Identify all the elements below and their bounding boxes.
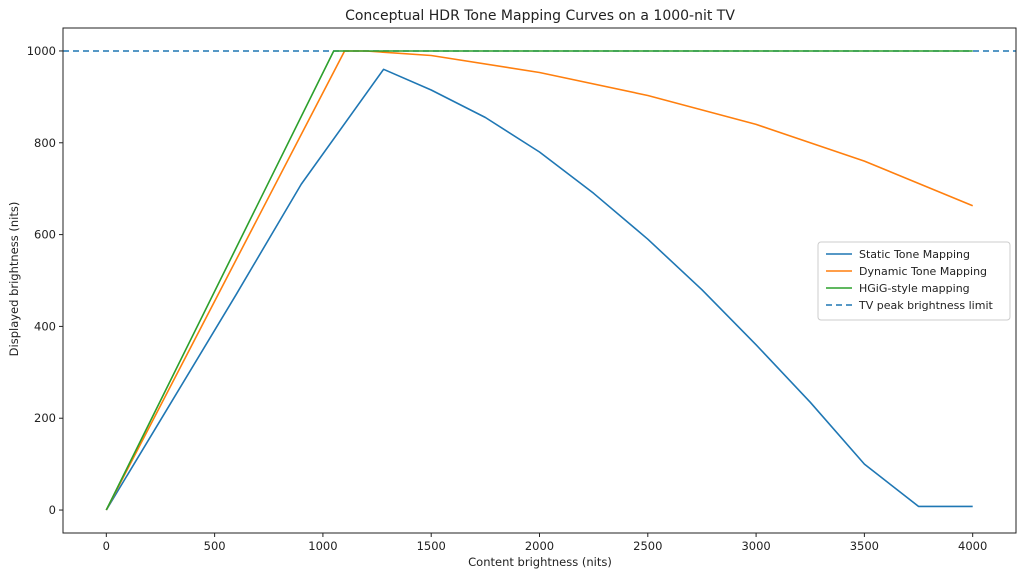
y-tick-label: 1000 [27, 44, 56, 58]
legend: Static Tone Mapping Dynamic Tone Mapping H… [817, 241, 1011, 321]
legend-label: Static Tone Mapping [859, 248, 970, 261]
y-axis-ticks: 0 200 400 600 800 1000 [27, 44, 63, 517]
series-layer [63, 50, 1016, 511]
x-tick-label: 3000 [741, 539, 770, 553]
y-tick-label: 600 [34, 228, 56, 242]
y-tick-label: 0 [49, 503, 56, 517]
series-line-hgig-style-mapping [105, 50, 973, 511]
x-tick-label: 4000 [958, 539, 987, 553]
y-tick-label: 400 [34, 319, 56, 333]
legend-box [817, 241, 1011, 321]
x-tick-label: 2500 [633, 539, 662, 553]
x-tick-label: 2000 [525, 539, 554, 553]
x-tick-label: 3500 [850, 539, 879, 553]
series-line-static-tone-mapping [105, 68, 973, 511]
x-axis-ticks: 0 500 1000 1500 2000 2500 3000 3500 4000 [103, 533, 987, 553]
legend-label: TV peak brightness limit [858, 299, 994, 312]
plot-frame [62, 27, 1017, 534]
chart-title: Conceptual HDR Tone Mapping Curves on a … [345, 8, 735, 24]
legend-label: HGiG-style mapping [859, 282, 970, 295]
series-line-dynamic-tone-mapping [105, 50, 974, 511]
x-tick-label: 0 [103, 539, 110, 553]
y-axis-label: Displayed brightness (nits) [7, 202, 21, 357]
x-tick-label: 1500 [417, 539, 446, 553]
legend-label: Dynamic Tone Mapping [859, 265, 987, 278]
x-tick-label: 1000 [308, 539, 337, 553]
x-axis-label: Content brightness (nits) [468, 555, 612, 569]
y-tick-label: 200 [34, 411, 56, 425]
x-tick-label: 500 [204, 539, 226, 553]
y-tick-label: 800 [34, 136, 56, 150]
